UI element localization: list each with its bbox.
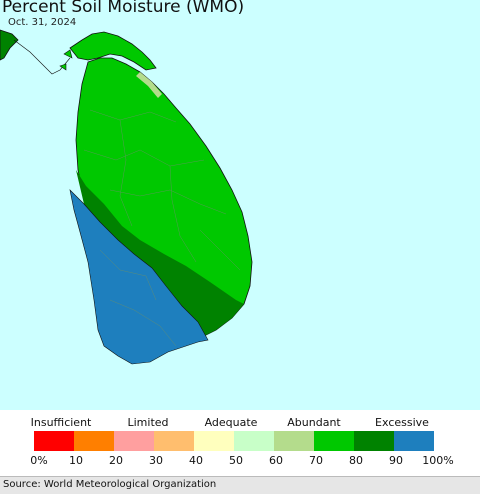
legend-swatch	[234, 431, 274, 451]
legend-tick: 90	[389, 454, 403, 467]
region-north-tip	[136, 72, 162, 98]
legend-swatch	[394, 431, 434, 451]
legend-tick: 20	[109, 454, 123, 467]
legend-category-abundant: Abundant	[287, 416, 341, 429]
legend-tick: 50	[229, 454, 243, 467]
legend-tick: 100%	[422, 454, 454, 467]
legend-swatch	[194, 431, 234, 451]
legend-swatch	[154, 431, 194, 451]
legend-category-insufficient: Insufficient	[30, 416, 92, 429]
adams-bridge	[13, 39, 71, 75]
district-boundaries	[83, 109, 241, 347]
legend-category-adequate: Adequate	[204, 416, 258, 429]
legend-color-bar	[34, 431, 434, 451]
legend-tick: 70	[309, 454, 323, 467]
source-bar: Source: World Meteorological Organizatio…	[0, 476, 480, 494]
legend-category-excessive: Excessive	[375, 416, 429, 429]
map-panel: Percent Soil Moisture (WMO) Oct. 31, 202…	[0, 0, 480, 410]
page-title: Percent Soil Moisture (WMO)	[2, 0, 245, 17]
legend-tick: 10	[69, 454, 83, 467]
legend-tick: 40	[189, 454, 203, 467]
jaffna-peninsula	[69, 31, 157, 71]
source-text: Source: World Meteorological Organizatio…	[3, 479, 217, 490]
date-label: Oct. 31, 2024	[8, 17, 77, 28]
coast-islands	[59, 49, 73, 71]
legend-swatch	[274, 431, 314, 451]
legend-tick: 30	[149, 454, 163, 467]
legend-tick: 0%	[30, 454, 48, 467]
legend-swatch	[34, 431, 74, 451]
region-blue	[69, 189, 209, 365]
legend-swatch	[114, 431, 154, 451]
legend-swatch	[74, 431, 114, 451]
india-landmass	[0, 29, 19, 61]
legend-swatch	[354, 431, 394, 451]
legend-swatch	[314, 431, 354, 451]
legend: Insufficient Limited Adequate Abundant E…	[0, 410, 480, 476]
legend-tick: 80	[349, 454, 363, 467]
sri-lanka-map	[0, 29, 253, 365]
legend-tick: 60	[269, 454, 283, 467]
legend-category-limited: Limited	[127, 416, 169, 429]
region-dark-green	[76, 170, 244, 338]
